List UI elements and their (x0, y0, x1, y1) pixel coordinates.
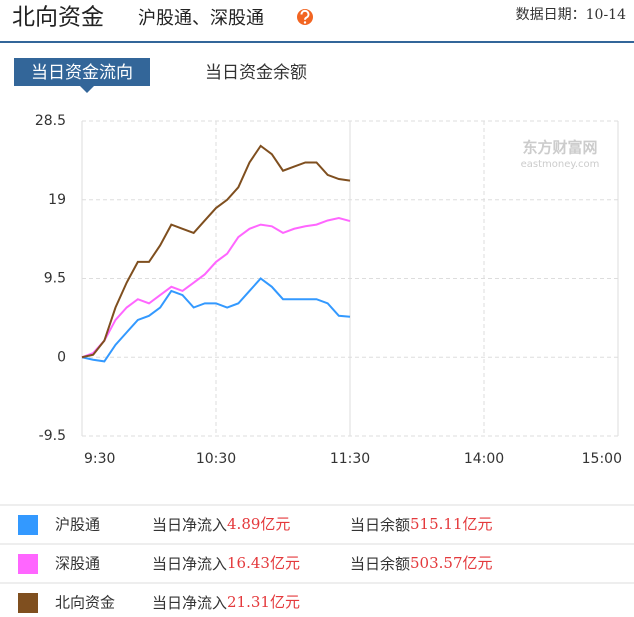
help-icon[interactable] (297, 9, 313, 25)
watermark: 东方财富网 (522, 139, 597, 157)
balance: 当日余额515.11亿元 (350, 515, 493, 534)
y-tick-label: -9.5 (39, 428, 66, 444)
tab[interactable]: 当日资金余额 (205, 63, 307, 83)
net-flow-value: 16.43亿元 (227, 554, 300, 572)
active-tab-pointer (80, 86, 94, 93)
series-line (81, 144, 351, 359)
net-flow: 当日净流入4.89亿元 (152, 515, 290, 534)
balance: 当日余额503.57亿元 (350, 554, 493, 573)
balance-value: 503.57亿元 (410, 554, 493, 572)
x-tick-label: 10:30 (196, 451, 236, 467)
series-line (81, 277, 351, 363)
legend-name: 沪股通 (55, 516, 100, 534)
legend-swatch (18, 554, 38, 574)
legend-name: 北向资金 (55, 594, 115, 612)
balance-label: 当日余额 (350, 516, 410, 534)
balance-value: 515.11亿元 (410, 515, 493, 533)
series-line (81, 216, 351, 359)
page-subtitle: 沪股通、深股通 (138, 8, 264, 29)
plot: 28.5 19 9.5 0 -9.5 9:30 10:30 11:30 14:00 15:00 (35, 113, 622, 467)
x-tick-label: 14:00 (464, 451, 504, 467)
watermark: eastmoney.com (521, 159, 600, 170)
legend-swatch (18, 593, 38, 613)
active-tab[interactable]: 当日资金流向 (31, 63, 133, 83)
net-flow: 当日净流入16.43亿元 (152, 554, 300, 573)
net-flow-value: 21.31亿元 (227, 593, 300, 611)
balance-label: 当日余额 (350, 555, 410, 573)
x-tick-label: 9:30 (84, 451, 115, 467)
net-flow-label: 当日净流入 (152, 594, 227, 612)
page-title: 北向资金 (12, 5, 104, 31)
y-tick-label: 0 (57, 349, 66, 365)
help-icon-glyph (300, 9, 310, 20)
net-flow: 当日净流入21.31亿元 (152, 593, 300, 612)
legend-swatch (18, 515, 38, 535)
help-icon-dot (303, 21, 307, 24)
active-tab-bg[interactable] (14, 58, 150, 86)
net-flow-value: 4.89亿元 (227, 515, 290, 533)
x-tick-label: 11:30 (330, 451, 370, 467)
data-date: 数据日期：10-14 (516, 7, 626, 23)
x-tick-label: 15:00 (582, 451, 622, 467)
legend-name: 深股通 (55, 555, 100, 573)
net-flow-label: 当日净流入 (152, 516, 227, 534)
y-tick-label: 28.5 (35, 113, 66, 129)
y-tick-label: 9.5 (44, 271, 66, 287)
y-tick-label: 19 (48, 192, 66, 208)
net-flow-label: 当日净流入 (152, 555, 227, 573)
